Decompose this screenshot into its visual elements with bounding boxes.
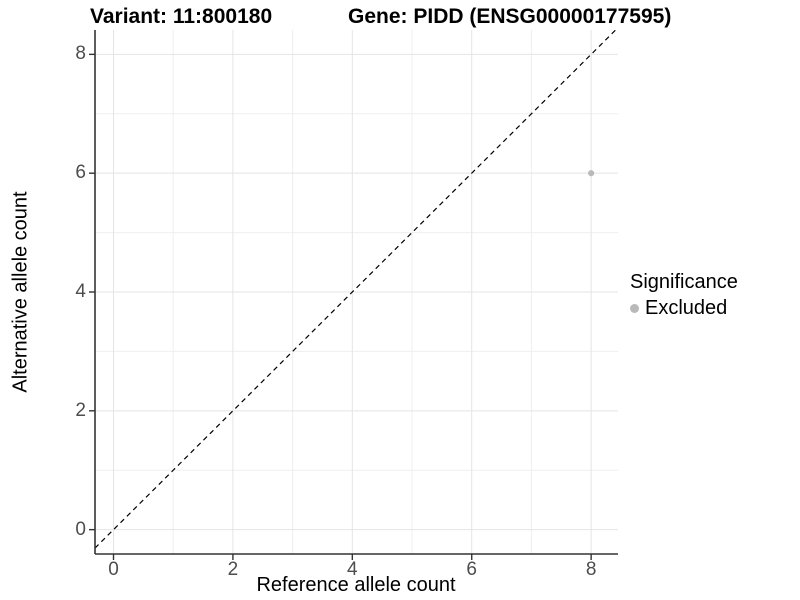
legend-items: Excluded: [630, 297, 738, 320]
y-tick-label: 2: [75, 399, 86, 421]
data-point: [588, 170, 595, 177]
x-tick-label: 4: [347, 559, 358, 580]
legend-dot-icon: [630, 304, 639, 313]
legend: Significance Excluded: [630, 271, 738, 320]
legend-title: Significance: [630, 271, 738, 293]
identity-dashed-line: [94, 29, 617, 549]
x-tick-label: 2: [227, 559, 239, 580]
y-tick-label: 0: [75, 518, 86, 540]
y-tick-label: 4: [75, 281, 86, 302]
x-tick-label: 6: [466, 559, 478, 580]
plot-title-gene: Gene: PIDD (ENSG00000177595): [348, 5, 672, 28]
x-tick-label: 8: [585, 559, 597, 580]
x-tick-label: 0: [108, 559, 119, 580]
y-tick-label: 6: [75, 162, 86, 184]
plot-title-variant: Variant: 11:800180: [90, 5, 273, 28]
legend-item: Excluded: [630, 297, 738, 320]
y-axis-label: Alternative allele count: [9, 191, 32, 393]
legend-item-label: Excluded: [645, 297, 728, 319]
y-tick-label: 8: [75, 43, 86, 65]
x-axis-label: Reference allele count: [256, 574, 456, 596]
